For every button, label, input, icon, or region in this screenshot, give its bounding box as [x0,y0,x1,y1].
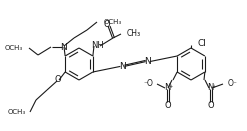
Text: N: N [164,83,170,92]
Text: N: N [207,83,213,92]
Text: +: + [168,83,173,89]
Text: OCH₃: OCH₃ [8,109,26,115]
Text: O⁻: O⁻ [228,80,238,89]
Text: O: O [55,75,61,84]
Text: NH: NH [91,42,103,50]
Text: OCH₃: OCH₃ [104,19,122,25]
Text: CH₃: CH₃ [127,29,141,39]
Text: N: N [60,42,66,51]
Text: OCH₃: OCH₃ [5,45,23,51]
Text: ⁻O: ⁻O [143,80,153,89]
Text: O: O [104,20,110,29]
Text: O: O [208,100,214,110]
Text: +: + [211,83,216,89]
Text: Cl: Cl [197,40,206,48]
Text: N: N [119,62,126,71]
Text: N: N [144,57,151,66]
Text: O: O [165,100,171,110]
